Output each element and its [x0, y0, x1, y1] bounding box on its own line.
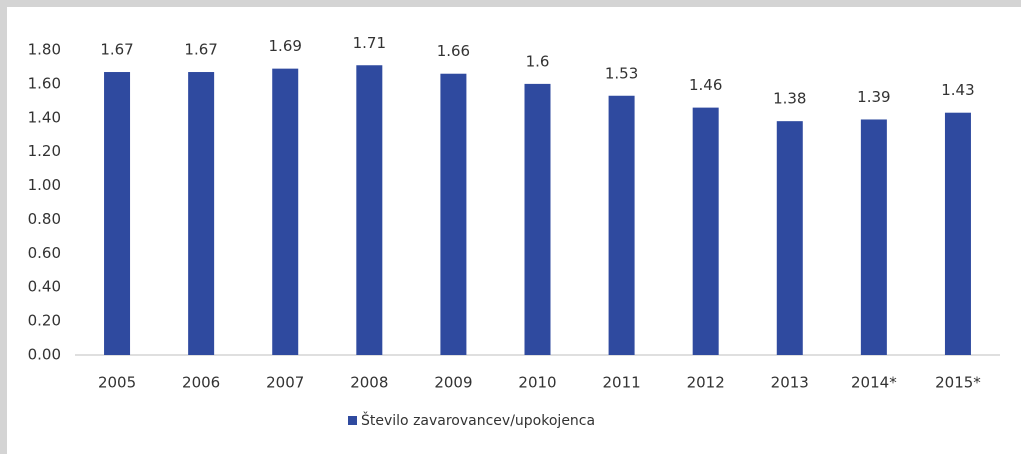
y-tick-label: 0.40 — [28, 278, 61, 296]
value-label: 1.6 — [526, 52, 550, 70]
x-tick-label: 2006 — [182, 374, 220, 392]
x-tick-label: 2010 — [518, 374, 556, 392]
bar — [188, 72, 215, 356]
bar — [440, 73, 467, 355]
value-label: 1.39 — [857, 88, 890, 106]
value-label: 1.43 — [941, 81, 974, 99]
y-tick-label: 1.00 — [28, 176, 61, 194]
y-tick-label: 0.20 — [28, 312, 61, 330]
y-tick-label: 0.80 — [28, 210, 61, 228]
value-label: 1.66 — [437, 42, 470, 60]
bar — [272, 68, 299, 355]
x-tick-label: 2011 — [602, 374, 640, 392]
value-label: 1.53 — [605, 64, 638, 82]
bar — [356, 65, 383, 355]
value-label: 1.67 — [100, 41, 133, 59]
bar — [524, 83, 551, 355]
value-label: 1.67 — [184, 41, 217, 59]
x-tick-label: 2015* — [935, 374, 981, 392]
frame-left — [0, 0, 7, 454]
bar — [776, 121, 803, 356]
x-tick-label: 2013 — [771, 374, 809, 392]
bar — [692, 107, 719, 355]
x-tick-label: 2007 — [266, 374, 304, 392]
y-tick-label: 1.40 — [28, 108, 61, 126]
y-tick-label: 1.20 — [28, 142, 61, 160]
x-tick-label: 2012 — [687, 374, 725, 392]
legend-swatch — [348, 416, 357, 425]
legend-label: Število zavarovancev/upokojenca — [361, 411, 595, 429]
y-tick-label: 1.60 — [28, 74, 61, 92]
value-label: 1.71 — [353, 34, 386, 52]
y-tick-label: 0.60 — [28, 244, 61, 262]
bar — [860, 119, 887, 355]
value-label: 1.46 — [689, 76, 722, 94]
x-tick-label: 2008 — [350, 374, 388, 392]
x-tick-label: 2005 — [98, 374, 136, 392]
value-label: 1.69 — [269, 37, 302, 55]
frame-top — [0, 0, 1021, 7]
bar — [104, 72, 131, 356]
x-tick-label: 2009 — [434, 374, 472, 392]
y-tick-label: 1.80 — [28, 41, 61, 59]
bar — [944, 112, 971, 355]
value-label: 1.38 — [773, 90, 806, 108]
x-tick-label: 2014* — [851, 374, 897, 392]
bar — [608, 95, 635, 355]
y-tick-label: 0.00 — [28, 346, 61, 364]
